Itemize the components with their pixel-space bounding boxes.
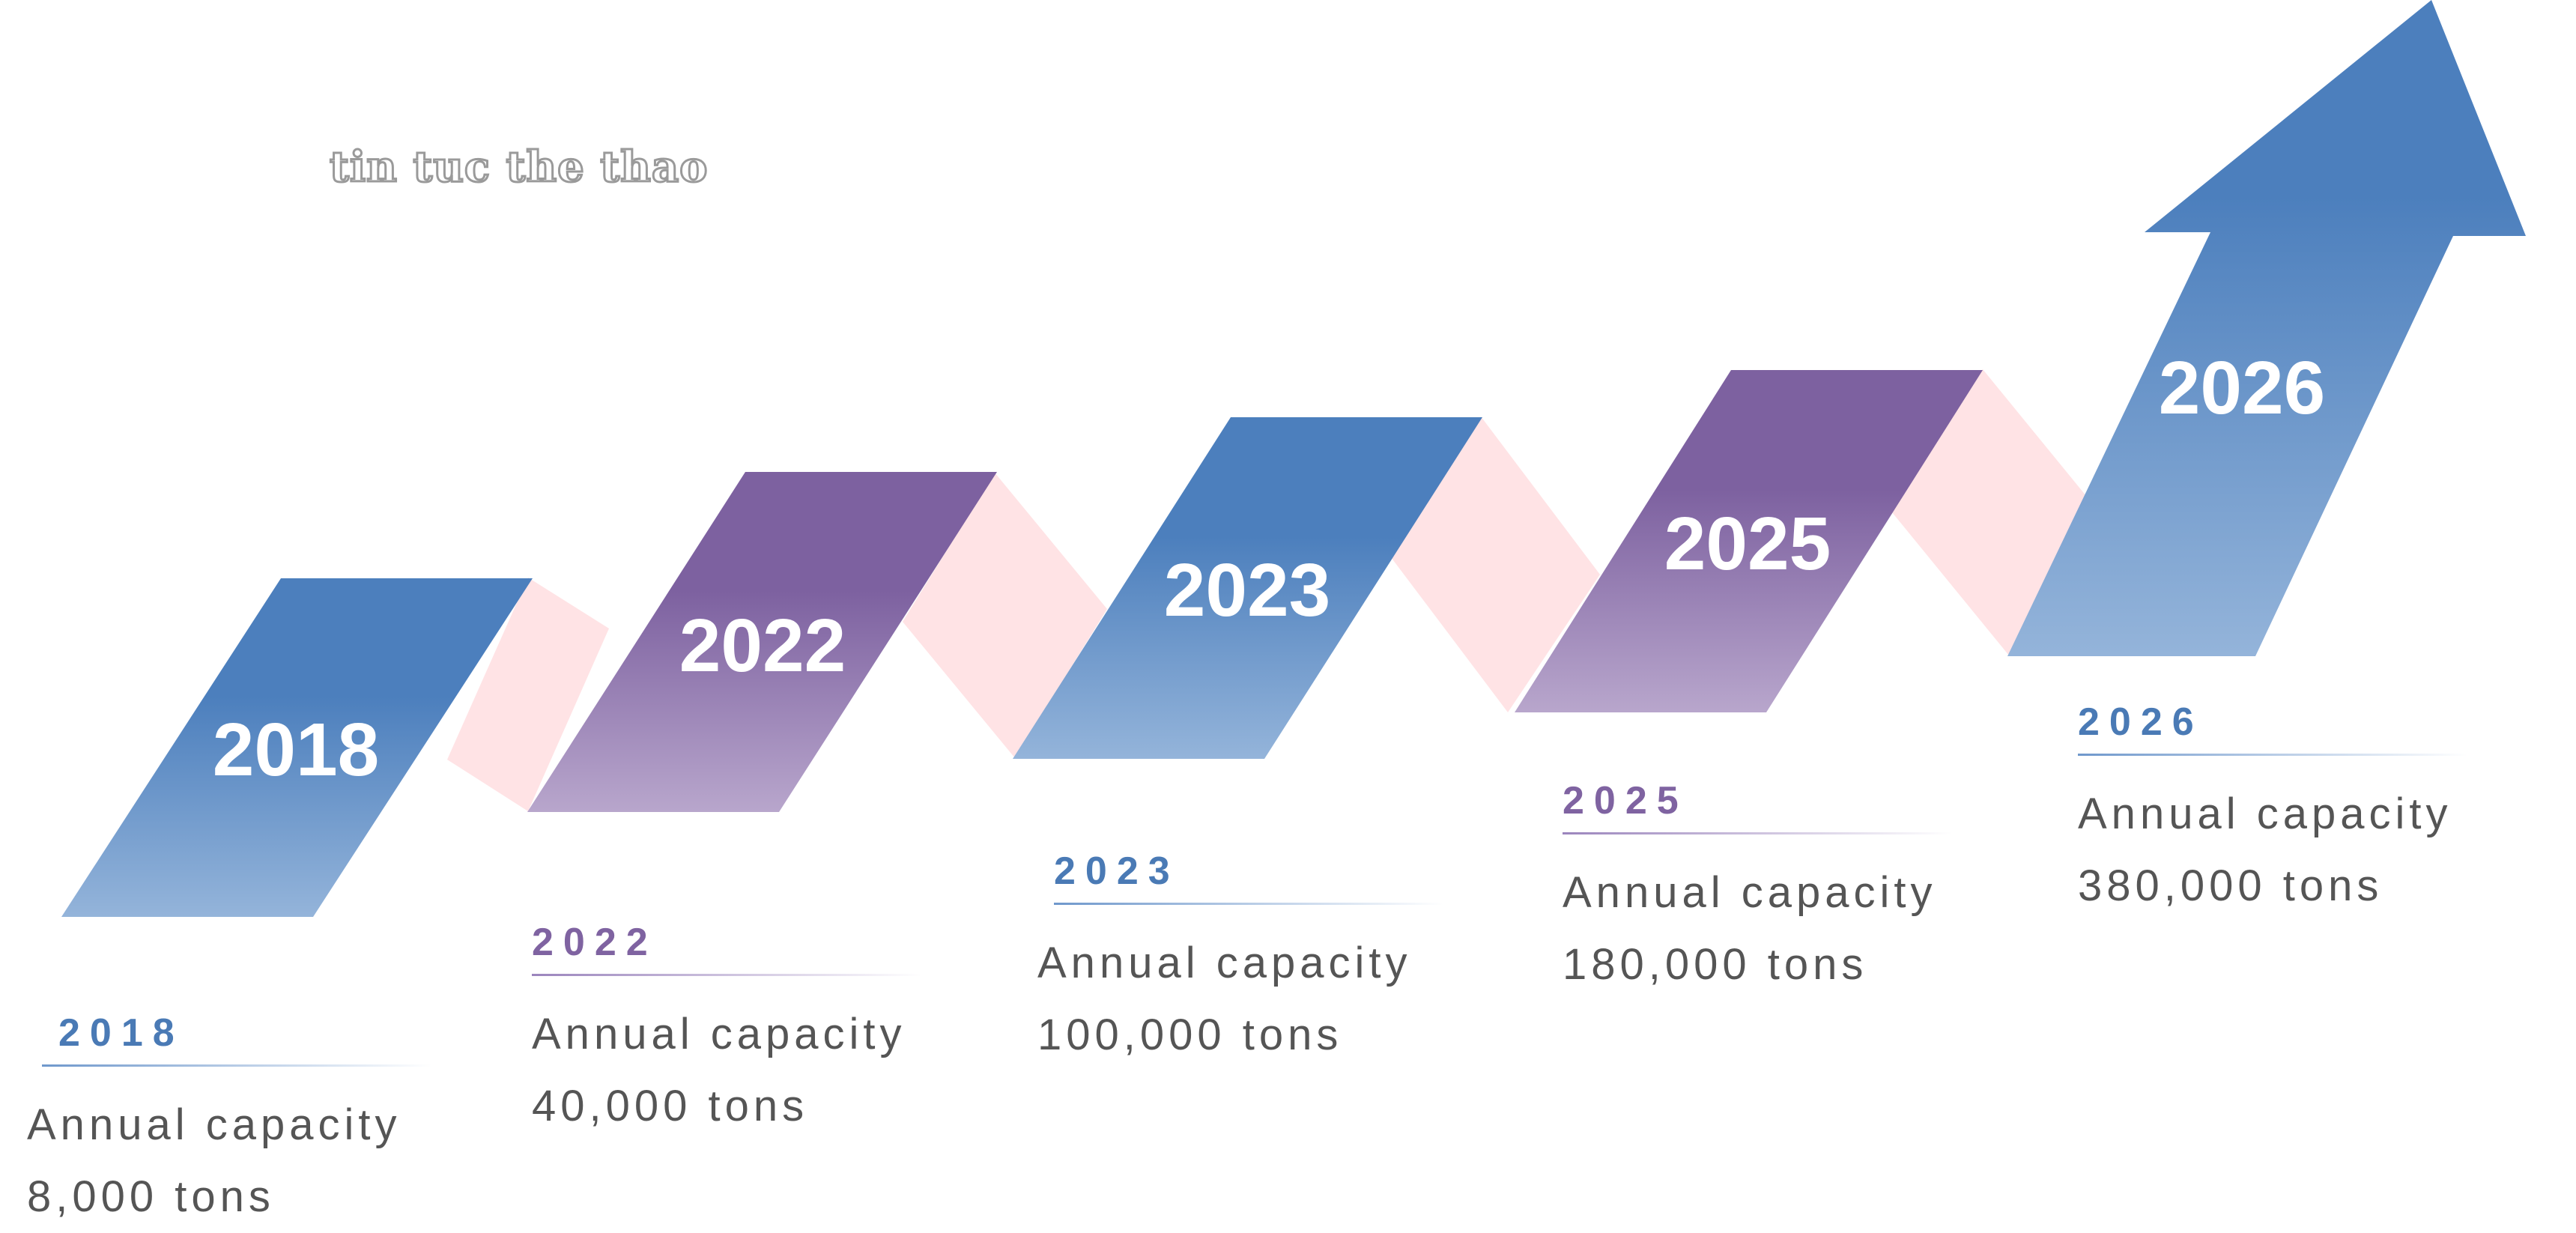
caption-description: Annual capacity 180,000 tons xyxy=(1563,857,1982,1001)
band-label-2023: 2023 xyxy=(1164,548,1330,632)
caption-2018: 2018 Annual capacity 8,000 tons xyxy=(27,1011,461,1233)
connector-ribbon-3 xyxy=(1389,416,1600,712)
band-2025 xyxy=(1515,370,1983,712)
caption-divider xyxy=(2078,754,2467,756)
caption-divider xyxy=(42,1064,431,1067)
caption-2022: 2022 Annual capacity 40,000 tons xyxy=(532,923,951,1142)
caption-line-2: 380,000 tons xyxy=(2078,861,2383,910)
caption-divider xyxy=(532,974,921,976)
caption-line-2: 100,000 tons xyxy=(1037,1011,1343,1059)
caption-year: 2018 xyxy=(58,1011,184,1055)
band-label-2022: 2022 xyxy=(679,604,846,688)
caption-line-2: 8,000 tons xyxy=(27,1172,275,1221)
connector-ribbon-2 xyxy=(903,473,1107,758)
band-2023 xyxy=(1013,417,1482,759)
caption-year: 2025 xyxy=(1563,779,1688,822)
caption-description: Annual capacity 380,000 tons xyxy=(2078,778,2497,922)
caption-line-1: Annual capacity xyxy=(2078,790,2452,838)
caption-line-1: Annual capacity xyxy=(1037,939,1412,987)
band-label-2026: 2026 xyxy=(2159,346,2325,430)
caption-line-2: 180,000 tons xyxy=(1563,940,1868,989)
up-arrow-icon xyxy=(2007,0,2526,656)
caption-year: 2023 xyxy=(1054,849,1180,893)
band-label-2025: 2025 xyxy=(1664,502,1831,586)
caption-description: Annual capacity 40,000 tons xyxy=(532,999,951,1142)
caption-2025: 2025 Annual capacity 180,000 tons xyxy=(1563,781,1982,1001)
caption-line-2: 40,000 tons xyxy=(532,1082,809,1130)
watermark-text: tin tuc the thao xyxy=(328,142,709,193)
connector-ribbon-1 xyxy=(447,578,609,811)
caption-line-1: Annual capacity xyxy=(532,1010,906,1058)
band-2022 xyxy=(527,472,997,812)
caption-divider xyxy=(1563,832,1952,834)
caption-line-1: Annual capacity xyxy=(1563,868,1937,917)
caption-2026: 2026 Annual capacity 380,000 tons xyxy=(2078,703,2497,922)
band-2018 xyxy=(61,578,533,917)
caption-divider xyxy=(1054,903,1443,905)
caption-line-1: Annual capacity xyxy=(27,1100,401,1149)
caption-year: 2022 xyxy=(532,921,658,964)
caption-year: 2026 xyxy=(2078,700,2204,744)
band-label-2018: 2018 xyxy=(213,708,379,792)
caption-description: Annual capacity 8,000 tons xyxy=(27,1089,461,1233)
caption-2023: 2023 Annual capacity 100,000 tons xyxy=(1037,849,1473,1071)
caption-description: Annual capacity 100,000 tons xyxy=(1037,927,1473,1071)
